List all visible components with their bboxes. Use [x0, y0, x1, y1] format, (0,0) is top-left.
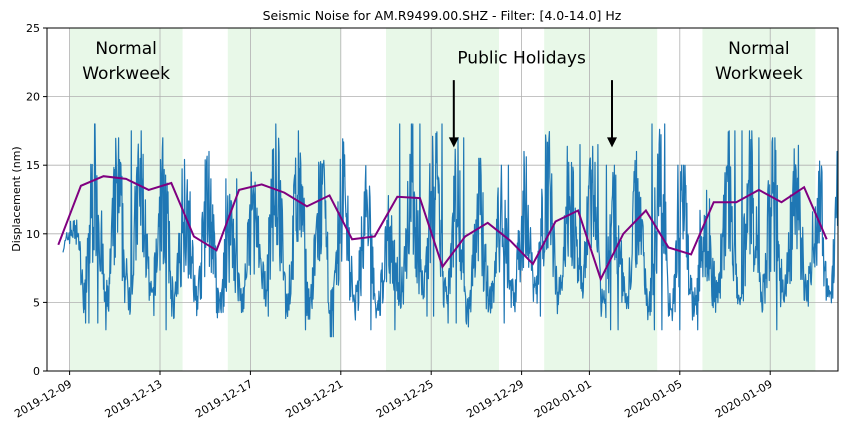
annotation-2: Public Holidays	[457, 49, 586, 69]
arrow-head-1	[607, 137, 617, 148]
y-axis-label: Displacement (nm)	[10, 146, 23, 251]
annotation-3: Normal	[728, 39, 790, 59]
annotation-1: Workweek	[82, 64, 170, 84]
raw-series	[62, 123, 838, 338]
daily-average-line	[57, 175, 828, 282]
y-tick-label-1: 5	[33, 296, 40, 309]
y-tick-label-2: 10	[26, 228, 40, 241]
shaded-region-1	[227, 28, 341, 371]
annotation-4: Workweek	[715, 64, 803, 84]
raw-displacement-line	[62, 123, 838, 338]
chart-title: Seismic Noise for AM.R9499.00.SHZ - Filt…	[263, 8, 622, 23]
daily-series	[57, 175, 828, 282]
y-tick-label-4: 20	[26, 91, 40, 104]
y-tick-label-3: 15	[26, 159, 40, 172]
y-tick-label-5: 25	[26, 22, 40, 35]
plot-frame	[46, 27, 839, 372]
annotation-0: Normal	[95, 39, 157, 59]
y-tick-label-0: 0	[33, 365, 40, 378]
arrows	[448, 80, 617, 148]
arrow-head-0	[448, 137, 459, 148]
y-axis: 0 5 10 15 20 25	[26, 22, 47, 378]
annotations: Normal Workweek Public Holidays Normal Workw…	[82, 39, 803, 84]
